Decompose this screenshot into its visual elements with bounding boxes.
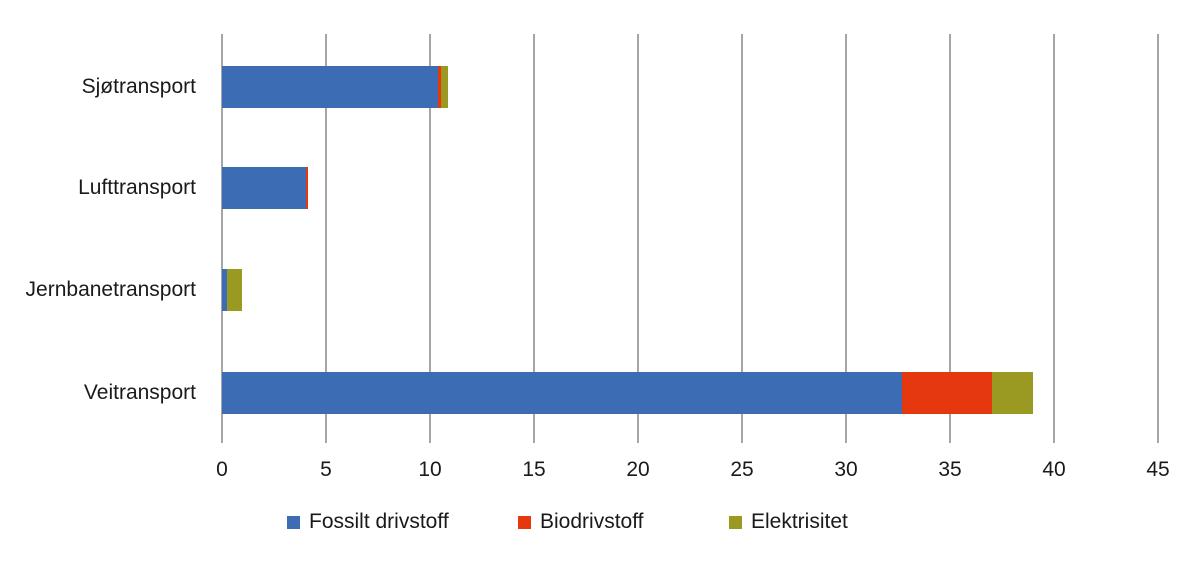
gridline bbox=[429, 34, 431, 443]
legend-item-elektrisitet: Elektrisitet bbox=[729, 510, 848, 534]
x-tick-label: 20 bbox=[626, 458, 650, 481]
gridline bbox=[1157, 34, 1159, 443]
gridline bbox=[1053, 34, 1055, 443]
category-label: Lufttransport bbox=[78, 176, 196, 199]
category-label: Veitransport bbox=[83, 380, 196, 404]
gridline bbox=[325, 34, 327, 443]
legend-swatch-elektrisitet-icon bbox=[729, 515, 742, 529]
legend-item-fossilt-drivstoff: Fossilt drivstoff bbox=[287, 510, 449, 534]
bar-segment-biodrivstoff bbox=[438, 66, 442, 108]
x-tick-label: 35 bbox=[938, 458, 962, 481]
legend-label-fossilt-drivstoff: Fossilt drivstoff bbox=[309, 510, 449, 533]
x-tick-label: 15 bbox=[522, 458, 546, 481]
legend-label-biodrivstoff: Biodrivstoff bbox=[540, 510, 644, 533]
legend-swatch-biodrivstoff-icon bbox=[518, 515, 531, 529]
gridline bbox=[741, 34, 743, 443]
bar-segment-elektrisitet bbox=[991, 371, 1034, 414]
legend-label-elektrisitet: Elektrisitet bbox=[751, 510, 848, 533]
x-tick-label: 40 bbox=[1042, 458, 1066, 481]
bar-segment-elektrisitet bbox=[227, 268, 242, 311]
x-tick-label: 0 bbox=[216, 458, 228, 481]
legend-swatch-fossilt-drivstoff-icon bbox=[287, 515, 300, 529]
gridline bbox=[845, 34, 847, 443]
gridline bbox=[637, 34, 639, 443]
bar-segment-elektrisitet bbox=[441, 66, 448, 108]
bar-segment-fossilt-drivstoff bbox=[222, 66, 439, 108]
bar-segment-fossilt-drivstoff bbox=[222, 268, 228, 311]
category-label: Jernbanetransport bbox=[25, 277, 196, 301]
gridline bbox=[533, 34, 535, 443]
bar-segment-biodrivstoff bbox=[902, 371, 992, 414]
bar-segment-fossilt-drivstoff bbox=[222, 371, 903, 414]
x-tick-label: 5 bbox=[320, 458, 332, 481]
gridline bbox=[949, 34, 951, 443]
legend-item-biodrivstoff: Biodrivstoff bbox=[518, 510, 644, 534]
gridline bbox=[221, 34, 223, 443]
x-tick-label: 10 bbox=[418, 458, 442, 481]
x-tick-label: 30 bbox=[834, 458, 858, 481]
bar-segment-biodrivstoff bbox=[306, 167, 309, 209]
bar-segment-fossilt-drivstoff bbox=[222, 167, 307, 209]
category-label: Sjøtransport bbox=[81, 75, 196, 98]
x-tick-label: 25 bbox=[730, 458, 754, 481]
x-tick-label: 45 bbox=[1146, 458, 1170, 481]
